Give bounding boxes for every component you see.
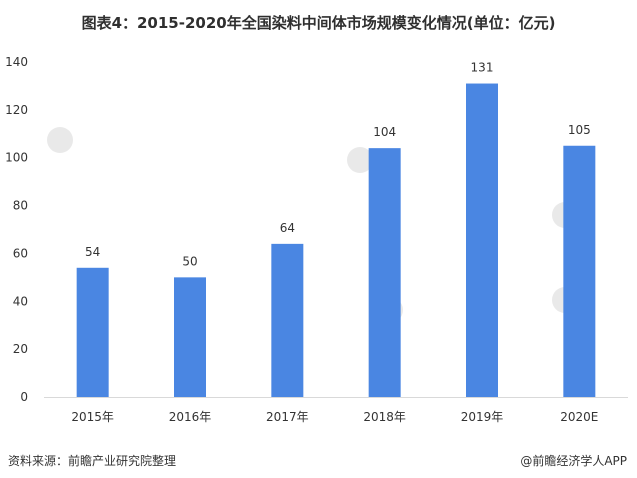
credit-note: @前瞻经济学人APP [520,454,627,468]
chart-title: 图表4：2015-2020年全国染料中间体市场规模变化情况(单位：亿元) [81,14,556,32]
x-axis-ticks: 2015年 2016年 2017年 2018年 2019年 2020E [71,410,598,424]
data-label-0: 54 [85,245,100,259]
watermark-logo-icon [347,147,373,173]
x-tick-label-0: 2015年 [71,410,114,424]
y-axis-ticks: 0 20 40 60 80 100 120 140 [5,55,28,404]
data-label-3: 104 [373,125,396,139]
x-tick-label-5: 2020E [560,410,598,424]
y-tick-label: 80 [13,199,28,213]
data-label-2: 64 [280,221,295,235]
y-tick-label: 40 [13,294,28,308]
y-tick-label: 120 [5,103,28,117]
y-tick-label: 0 [20,390,28,404]
bars-group [76,83,596,398]
y-tick-label: 20 [13,342,28,356]
bar-3 [368,148,401,397]
y-tick-label: 140 [5,55,28,69]
bar-4 [466,83,498,398]
bar-0 [76,267,109,397]
x-tick-label-3: 2018年 [363,410,406,424]
data-label-4: 131 [471,61,494,75]
data-labels-group: 54 50 64 104 131 105 [85,61,591,269]
watermark-layer [47,127,578,358]
x-tick-label-1: 2016年 [169,410,212,424]
y-tick-label: 100 [5,151,28,165]
data-label-5: 105 [568,123,591,137]
source-note: 资料来源：前瞻产业研究院整理 [8,454,177,468]
data-label-1: 50 [182,254,197,268]
y-tick-label: 60 [13,246,28,260]
x-tick-label-2: 2017年 [266,410,309,424]
bar-2 [271,243,304,397]
bar-5 [563,145,596,397]
watermark-logo-icon [47,127,73,153]
x-tick-label-4: 2019年 [461,410,504,424]
bar-1 [174,277,206,397]
